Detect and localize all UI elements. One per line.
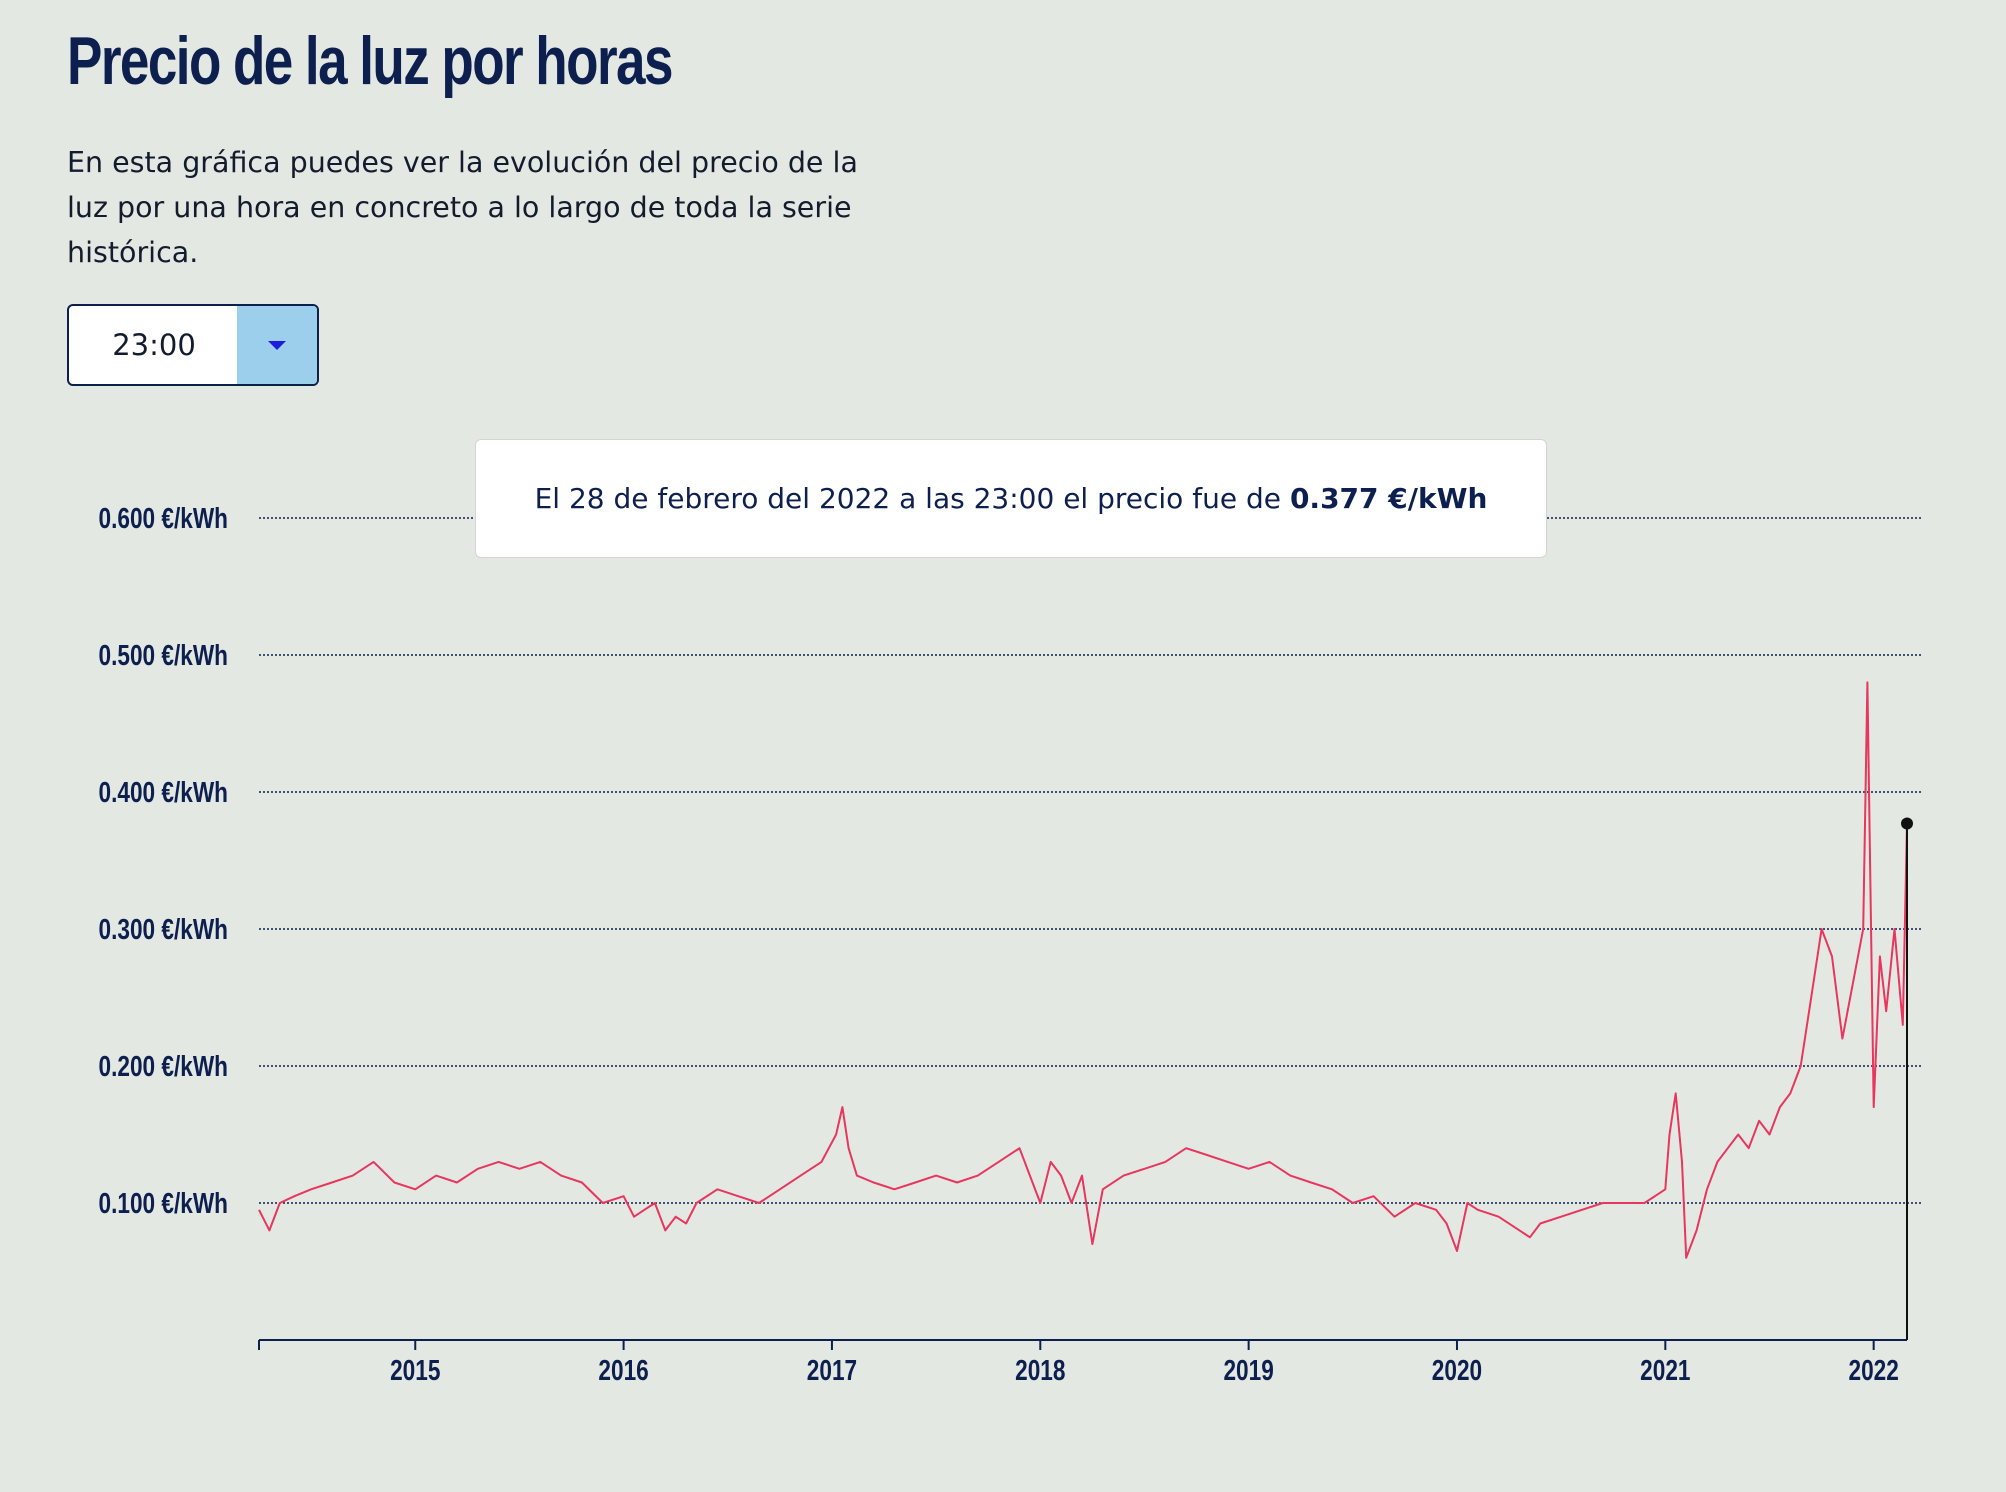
x-tick-label: 2021 [1640,1353,1690,1386]
y-tick-label: 0.300 €/kWh [99,912,228,945]
x-tick-label: 2017 [807,1353,857,1386]
price-series-line [258,681,1908,1259]
hover-marker [1901,817,1913,1340]
y-tick-label: 0.600 €/kWh [99,501,228,534]
y-axis-labels: 0.100 €/kWh 0.200 €/kWh 0.300 €/kWh 0.400 €… [99,501,228,1219]
x-tick-label: 2018 [1015,1353,1065,1386]
y-tick-label: 0.400 €/kWh [99,775,228,808]
x-axis [258,1339,1907,1350]
series-layer [258,681,1908,1259]
y-tick-label: 0.500 €/kWh [99,638,228,671]
tooltip-text: El 28 de febrero del 2022 a las 23:00 el… [534,482,1281,515]
hour-select[interactable]: 23:00 [67,304,319,386]
x-tick-label: 2020 [1432,1353,1482,1386]
x-axis-labels: 2015 2016 2017 2018 2019 2020 2021 2022 [390,1353,1899,1386]
page-title: Precio de la luz por horas [67,23,673,99]
x-tick-label: 2022 [1849,1353,1899,1386]
page-description: En esta gráfica puedes ver la evolución … [67,146,858,269]
grid-lines [259,517,1922,1204]
x-tick-label: 2015 [390,1353,440,1386]
price-tooltip: El 28 de febrero del 2022 a las 23:00 el… [475,439,1547,558]
x-tick-label: 2019 [1223,1353,1273,1386]
tooltip-value: 0.377 €/kWh [1289,482,1488,515]
hover-marker-dot [1901,817,1913,830]
chevron-down-icon [268,341,286,350]
hour-select-toggle[interactable] [237,306,317,384]
hour-select-value: 23:00 [112,328,196,362]
y-tick-label: 0.200 €/kWh [99,1049,228,1082]
x-tick-label: 2016 [598,1353,648,1386]
y-tick-label: 0.100 €/kWh [99,1186,228,1219]
